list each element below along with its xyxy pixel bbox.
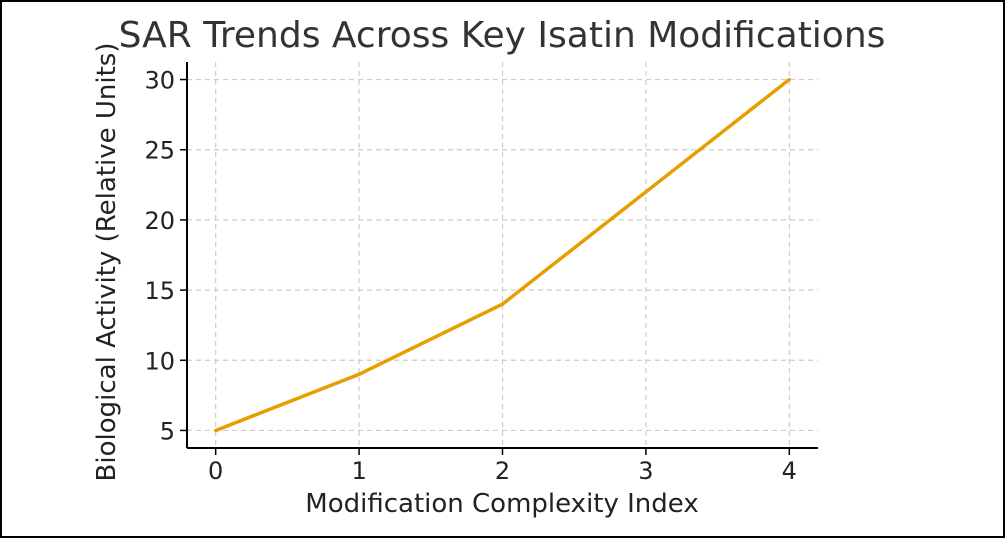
x-tick-label: 2 <box>495 457 510 485</box>
y-tick-label: 5 <box>160 417 175 445</box>
y-tick-label: 10 <box>144 347 175 375</box>
axes <box>180 62 818 455</box>
y-tick-label: 20 <box>144 207 175 235</box>
x-axis-label: Modification Complexity Index <box>305 489 698 519</box>
y-tick-label: 30 <box>144 67 175 95</box>
x-tick-label: 1 <box>351 457 366 485</box>
series-group <box>214 77 791 433</box>
data-point <box>644 190 648 194</box>
chart-title: SAR Trends Across Key Isatin Modificatio… <box>119 15 886 56</box>
y-tick-label: 25 <box>144 137 175 165</box>
y-tick-label: 15 <box>144 277 175 305</box>
grid-lines <box>187 62 818 448</box>
x-tick-label: 0 <box>208 457 223 485</box>
y-axis-label: Biological Activity (Relative Units) <box>92 43 122 482</box>
x-tick-label: 4 <box>782 457 797 485</box>
data-point <box>500 302 505 306</box>
data-point <box>787 77 791 82</box>
x-tick-label: 3 <box>638 457 653 485</box>
data-point <box>357 372 361 376</box>
tick-labels: 0 1 2 3 4 5 10 15 20 25 30 <box>144 67 797 485</box>
data-point <box>214 428 218 433</box>
